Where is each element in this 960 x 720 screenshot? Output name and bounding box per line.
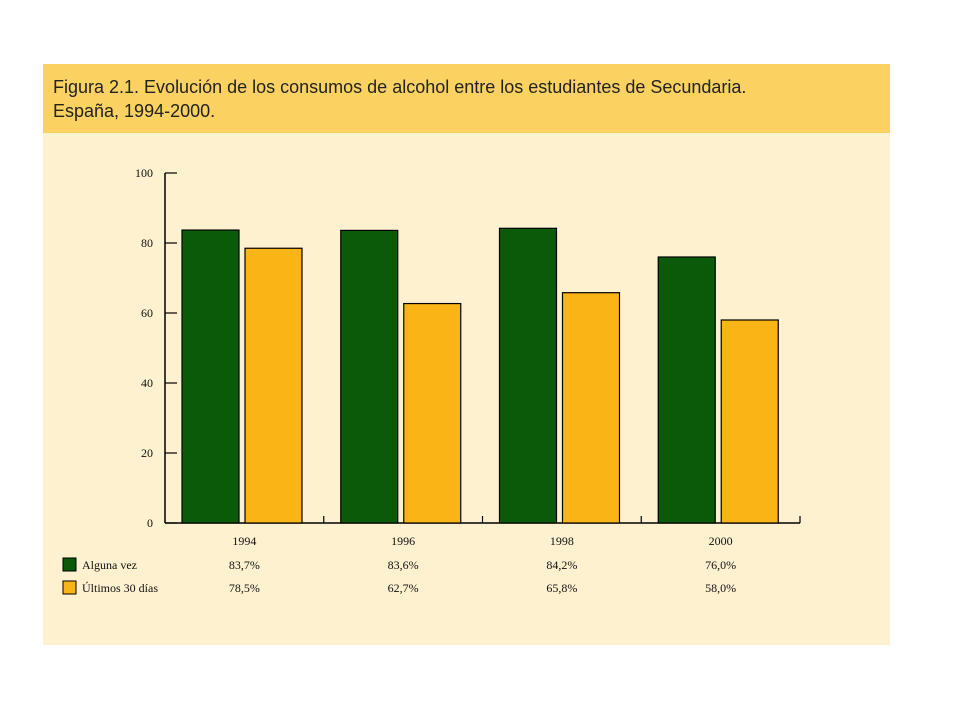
data-value-label: 62,7%	[388, 581, 419, 595]
data-value-label: 76,0%	[705, 558, 736, 572]
data-value-label: 58,0%	[705, 581, 736, 595]
figure-header: Figura 2.1. Evolución de los consumos de…	[43, 64, 890, 133]
x-category-label: 1998	[550, 534, 574, 548]
bar-alguna-vez-1994	[181, 229, 240, 524]
y-tick-label: 60	[141, 306, 153, 320]
legend-label: Alguna vez	[82, 558, 137, 572]
bar-ultimos-30-dias-1998	[561, 292, 621, 524]
data-value-label: 84,2%	[546, 558, 577, 572]
y-tick-label: 100	[135, 166, 153, 180]
y-tick-label: 20	[141, 446, 153, 460]
figure-title-line-2: España, 1994-2000.	[53, 101, 216, 121]
x-category-label: 2000	[709, 534, 733, 548]
bar-ultimos-30-dias-2000	[720, 319, 779, 524]
bar-ultimos-30-dias-1994	[244, 247, 303, 524]
bar-alguna-vez-1998	[498, 227, 558, 524]
y-tick-label: 80	[141, 236, 153, 250]
data-value-label: 78,5%	[229, 581, 260, 595]
data-value-label: 83,6%	[388, 558, 419, 572]
legend-swatch-ultimos-30-dias	[62, 580, 77, 595]
figure-title-line-1: Figura 2.1. Evolución de los consumos de…	[53, 77, 747, 97]
x-category-label: 1996	[391, 534, 415, 548]
y-tick-label: 0	[147, 516, 153, 530]
bar-alguna-vez-1996	[340, 229, 399, 524]
bar-alguna-vez-2000	[657, 256, 716, 524]
data-value-label: 65,8%	[546, 581, 577, 595]
data-value-label: 83,7%	[229, 558, 260, 572]
bar-ultimos-30-dias-1996	[403, 302, 462, 524]
y-tick-label: 40	[141, 376, 153, 390]
legend-swatch-alguna-vez	[62, 557, 77, 572]
legend-label: Últimos 30 días	[82, 581, 158, 595]
x-category-label: 1994	[232, 534, 256, 548]
